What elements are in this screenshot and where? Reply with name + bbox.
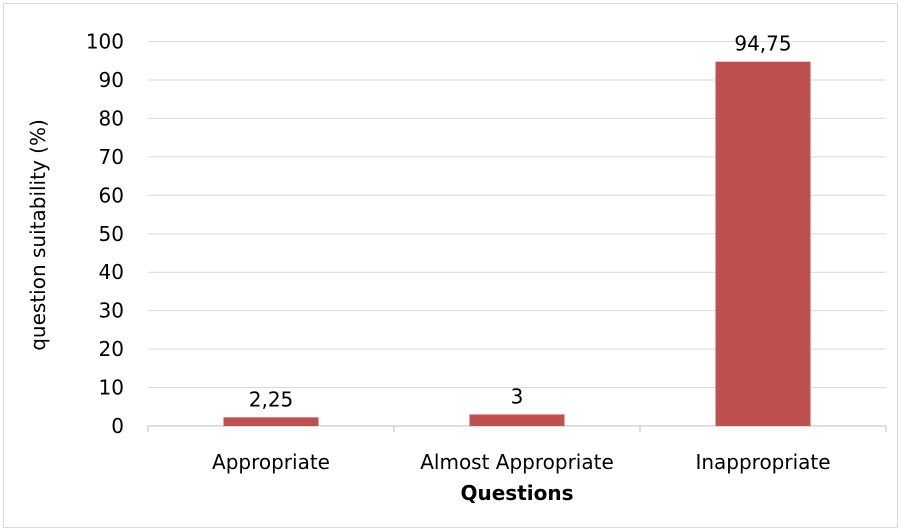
y-tick-label: 50 [99, 222, 124, 246]
x-tick-label: Inappropriate [695, 450, 830, 474]
x-axis-title: Questions [460, 481, 573, 505]
y-tick-label: 80 [99, 106, 124, 130]
y-tick-label: 100 [86, 30, 124, 54]
data-label: 3 [511, 384, 524, 408]
bar [469, 414, 565, 426]
y-tick-label: 60 [99, 183, 124, 207]
bars [223, 61, 811, 426]
y-tick-label: 10 [99, 376, 124, 400]
bar [715, 61, 811, 426]
data-label: 2,25 [249, 387, 294, 411]
y-tick-labels: 0 10 20 30 40 50 60 70 80 90 100 [86, 30, 124, 439]
x-tick-labels: Appropriate Almost Appropriate Inappropria… [212, 450, 831, 474]
y-tick-label: 20 [99, 337, 124, 361]
data-label: 94,75 [734, 32, 791, 56]
y-tick-label: 30 [99, 299, 124, 323]
axes [147, 425, 887, 432]
y-tick-label: 0 [111, 414, 124, 438]
y-axis-title: question suitability (%) [26, 119, 50, 351]
y-tick-label: 70 [99, 145, 124, 169]
y-tick-label: 90 [99, 68, 124, 92]
x-tick-label: Appropriate [212, 450, 330, 474]
x-tick-label: Almost Appropriate [420, 450, 614, 474]
y-tick-label: 40 [99, 260, 124, 284]
bar [223, 417, 319, 426]
data-labels: 2,25 3 94,75 [249, 32, 792, 412]
